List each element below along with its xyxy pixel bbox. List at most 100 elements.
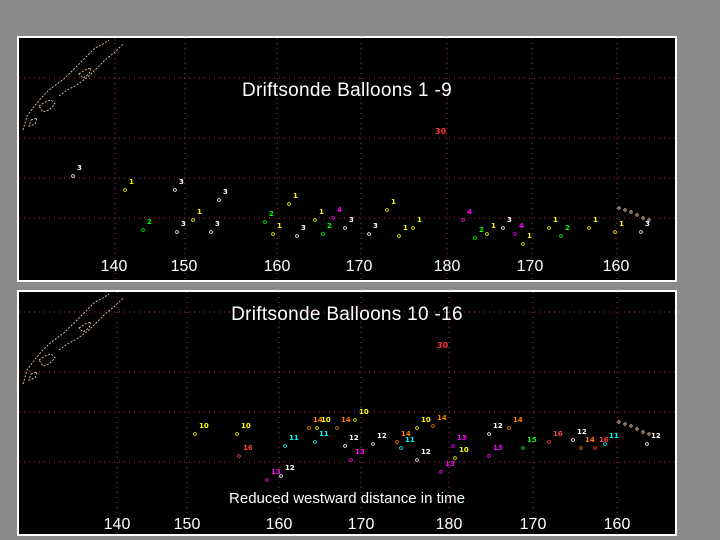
balloon-marker: 14: [507, 416, 523, 430]
balloon-marker: 10: [235, 422, 251, 436]
balloon-position-dot: [397, 234, 401, 238]
lon-label: 160: [603, 516, 631, 533]
balloon-marker-label: 4: [337, 206, 342, 214]
island-marker: [647, 432, 651, 436]
balloon-marker: 13: [451, 434, 467, 448]
balloon-position-dot: [431, 424, 435, 428]
balloon-position-dot: [331, 216, 335, 220]
balloon-marker: 1: [521, 232, 532, 246]
lon-label: 180: [433, 258, 461, 275]
balloon-marker: 13: [487, 444, 503, 458]
balloon-marker-label: 3: [373, 222, 378, 230]
balloon-marker-label: 2: [269, 210, 274, 218]
balloon-marker-label: 13: [445, 460, 455, 468]
coastline-path: [22, 39, 110, 131]
coastline-path: [58, 297, 124, 351]
balloon-position-dot: [547, 440, 551, 444]
lon-label: 150: [173, 516, 201, 533]
balloon-position-dot: [473, 236, 477, 240]
balloon-marker-label: 3: [181, 220, 186, 228]
balloon-position-dot: [173, 188, 177, 192]
balloon-marker-label: 1: [491, 222, 496, 230]
balloon-position-dot: [639, 230, 643, 234]
balloon-position-dot: [193, 432, 197, 436]
balloon-marker: 12: [645, 432, 661, 446]
balloon-marker: 2: [321, 222, 332, 236]
balloon-marker: 3: [501, 216, 512, 230]
balloon-position-dot: [217, 198, 221, 202]
balloon-marker-label: 1: [593, 216, 598, 224]
balloon-marker: 3: [343, 216, 354, 230]
balloon-position-dot: [263, 220, 267, 224]
balloon-marker: 4: [513, 222, 524, 236]
balloon-marker: 10: [415, 416, 431, 430]
balloon-marker-label: 1: [197, 208, 202, 216]
balloon-marker: 12: [343, 434, 359, 448]
balloon-marker-label: 3: [301, 224, 306, 232]
balloon-marker-label: 12: [377, 432, 387, 440]
balloon-position-dot: [487, 432, 491, 436]
balloon-position-dot: [349, 458, 353, 462]
balloon-marker-label: 14: [401, 430, 411, 438]
balloon-marker-label: 1: [129, 178, 134, 186]
lon-label: 160: [265, 516, 293, 533]
balloon-marker-label: 1: [417, 216, 422, 224]
balloon-marker: 1: [123, 178, 134, 192]
balloon-position-dot: [313, 440, 317, 444]
balloon-marker-label: 1: [619, 220, 624, 228]
balloon-marker: 13: [439, 460, 455, 474]
balloon-marker: 1: [547, 216, 558, 230]
balloon-marker-label: 1: [293, 192, 298, 200]
balloon-marker-label: 13: [355, 448, 365, 456]
balloon-marker: 1: [485, 222, 496, 236]
lon-label: 160: [263, 258, 291, 275]
balloon-marker: 14: [307, 416, 323, 430]
balloon-marker: 3: [175, 220, 186, 234]
lon-label: 160: [602, 258, 630, 275]
balloon-marker-label: 13: [271, 468, 281, 476]
balloon-position-dot: [395, 440, 399, 444]
balloon-position-dot: [235, 432, 239, 436]
balloon-position-dot: [507, 426, 511, 430]
balloon-marker-label: 15: [527, 436, 537, 444]
island-marker: [635, 427, 639, 431]
balloon-marker-label: 2: [479, 226, 484, 234]
lon-label: 170: [519, 516, 547, 533]
balloon-marker-label: 1: [319, 208, 324, 216]
balloon-marker: 1: [397, 224, 408, 238]
balloon-marker-label: 14: [313, 416, 323, 424]
island-marker: [617, 420, 621, 424]
balloon-position-dot: [571, 438, 575, 442]
balloon-marker-label: 12: [577, 428, 587, 436]
coastline-path: [28, 117, 38, 127]
balloon-marker-label: 10: [199, 422, 209, 430]
balloon-marker-label: 1: [553, 216, 558, 224]
balloon-position-dot: [521, 446, 525, 450]
panel-title-bottom: Driftsonde Balloons 10 -16: [231, 304, 463, 325]
balloon-marker-label: 14: [437, 414, 447, 422]
balloon-position-dot: [175, 230, 179, 234]
balloon-marker: 16: [237, 444, 253, 458]
balloon-position-dot: [399, 446, 403, 450]
island-marker: [647, 218, 651, 222]
balloon-marker: 3: [71, 164, 82, 178]
balloon-position-dot: [415, 426, 419, 430]
lon-label: 140: [103, 516, 131, 533]
balloon-marker-label: 14: [341, 416, 351, 424]
balloon-marker: 11: [603, 432, 619, 446]
balloon-marker-label: 4: [467, 208, 472, 216]
coastline-path: [78, 67, 92, 79]
balloon-marker: 14: [431, 414, 447, 428]
balloon-marker: 12: [571, 428, 587, 442]
island-marker: [617, 206, 621, 210]
balloon-marker: 1: [287, 192, 298, 206]
balloon-marker: 2: [559, 224, 570, 238]
island-marker: [623, 422, 627, 426]
balloon-marker: 14: [395, 430, 411, 444]
balloon-marker-label: 10: [241, 422, 251, 430]
balloon-position-dot: [587, 226, 591, 230]
balloon-marker: 4: [331, 206, 342, 220]
island-marker: [629, 424, 633, 428]
balloon-position-dot: [343, 444, 347, 448]
